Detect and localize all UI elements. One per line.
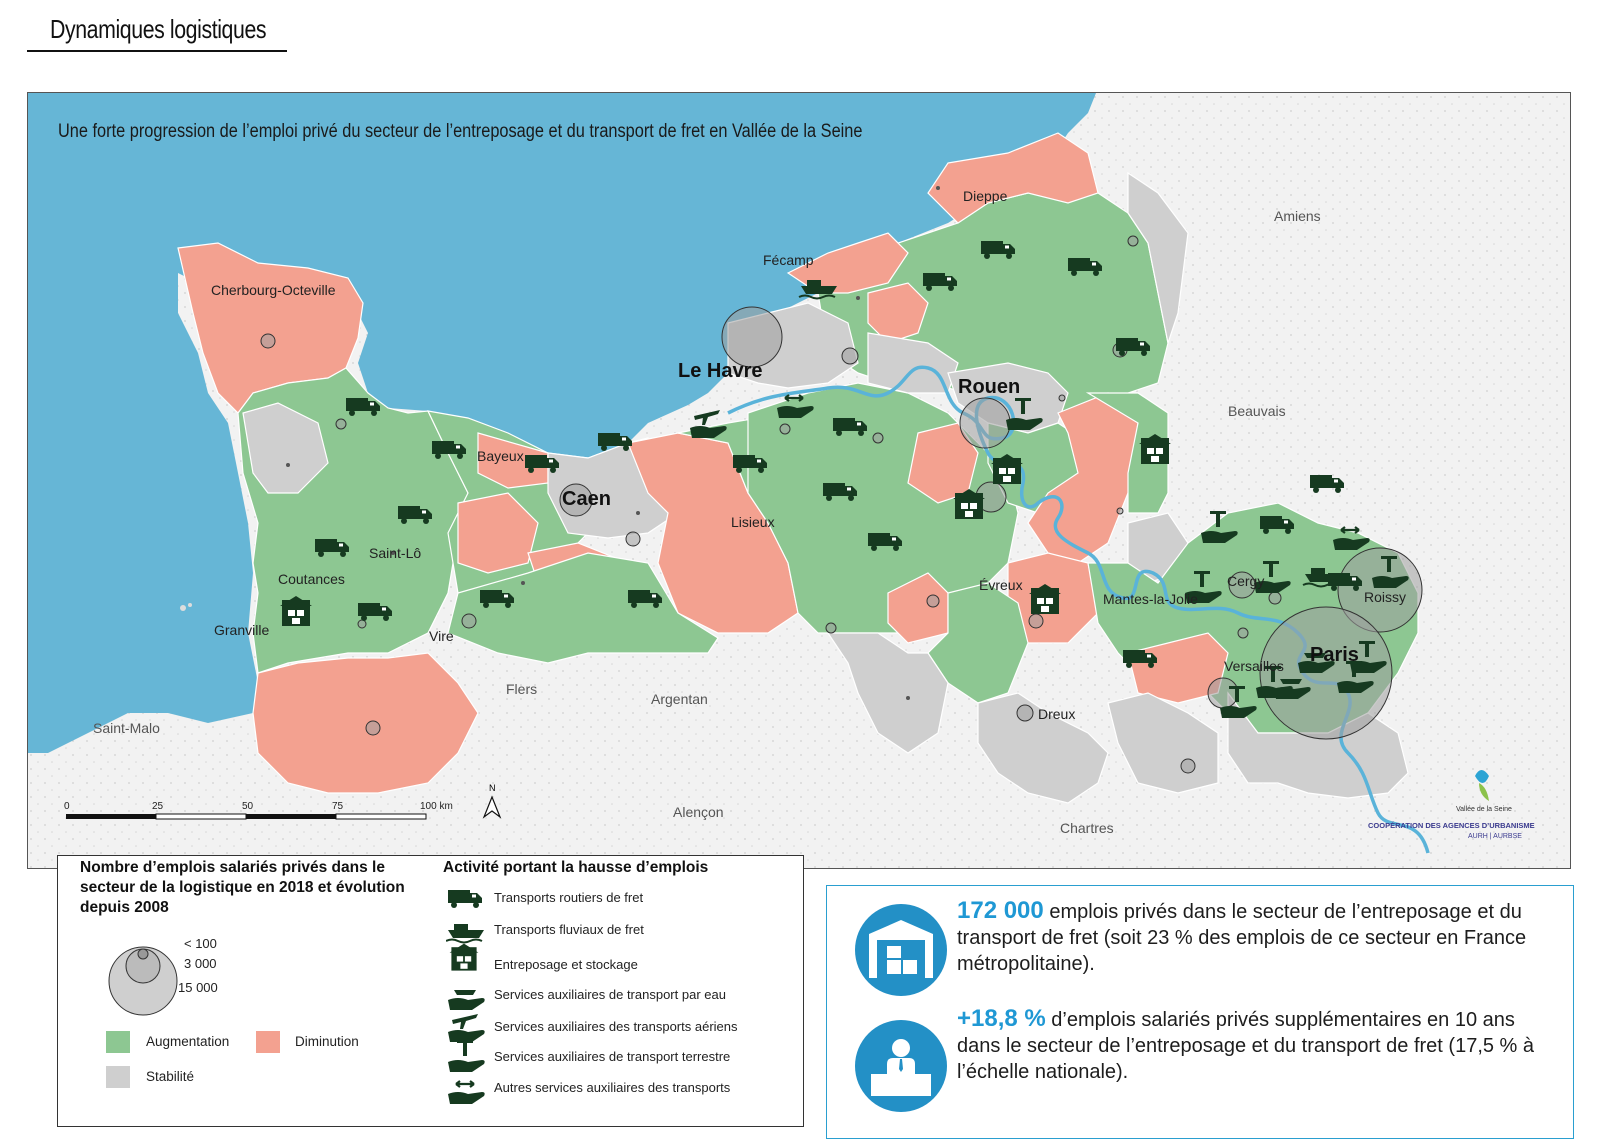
stat-total-text: emplois privés dans le secteur de l’entr… [957,901,1527,975]
city-label: Argentan [651,691,708,707]
warehouse-icon [855,904,947,996]
activity-label: Autres services auxiliaires des transpor… [494,1080,731,1095]
scale-tick: 25 [152,801,164,812]
title-underline [27,50,287,52]
stat-total-jobs: 172 000 emplois privés dans le secteur d… [957,898,1547,977]
city-label: Dreux [1038,706,1075,722]
city-label: Paris [1310,644,1359,666]
city-label: Cergy [1227,573,1264,589]
logo: Vallée de la Seine COOPÉRATION DES AGENC… [1368,770,1535,840]
city-label: Rouen [958,376,1020,398]
legend-stable: Stabilité [146,1069,195,1084]
city-label: Caen [562,488,611,510]
barge-icon [446,923,485,944]
city-label: Vire [429,628,454,644]
legend-activity-title: Activité portant la hausse d’emplois [443,859,709,876]
air-services-icon [448,1014,485,1042]
city-label: Mantes-la-Jolie [1103,591,1198,607]
stable-swatch [106,1066,130,1088]
city-label: Saint-Malo [93,720,160,736]
city-label: Évreux [979,577,1023,593]
svg-text:COOPÉRATION DES AGENCES D’URBA: COOPÉRATION DES AGENCES D’URBANISME [1368,821,1535,830]
city-label: Fécamp [763,252,814,268]
map-canvas[interactable]: Dieppe Fécamp Cherbourg-Octeville Le Hav… [28,93,1570,868]
water-services-icon [448,990,485,1010]
size-label: < 100 [184,936,217,951]
increase-swatch [106,1031,130,1053]
scale-tick: 50 [242,801,254,812]
proportional-circles [260,235,1423,774]
city-label: Amiens [1274,208,1321,224]
small-dots [286,186,940,700]
scale-bar: 0 25 50 75 100 km [64,801,453,820]
scale-tick: 0 [64,801,70,812]
size-label: 3 000 [184,956,217,971]
truck-icon [448,890,482,908]
size-legend-circles [108,946,178,1016]
city-label: Flers [506,681,537,697]
size-label: 15 000 [178,980,218,995]
city-label: Cherbourg-Octeville [211,282,336,298]
map-frame[interactable]: Dieppe Fécamp Cherbourg-Octeville Le Hav… [27,92,1571,869]
activity-label: Services auxiliaires de transport terres… [494,1049,731,1064]
svg-text:Vallée de la Seine: Vallée de la Seine [1456,806,1512,813]
decrease-swatch [256,1031,280,1053]
legend-increase: Augmentation [146,1034,230,1049]
city-label: Saint-Lô [369,545,421,561]
activity-label: Services auxiliaires des transports aéri… [494,1019,738,1034]
city-label: Dieppe [963,188,1008,204]
legend-decrease: Diminution [295,1034,359,1049]
svg-text:N: N [489,783,496,793]
city-label: Roissy [1364,589,1406,605]
activity-label: Entreposage et stockage [494,957,638,972]
page-title: Dynamiques logistiques [50,14,267,44]
activity-label: Services auxiliaires de transport par ea… [494,987,726,1002]
other-services-icon [448,1081,485,1104]
city-label: Bayeux [477,448,524,464]
svg-text:AURH | AURBSE: AURH | AURBSE [1468,833,1522,840]
land-services-icon [448,1040,485,1072]
stat-growth-value: +18,8 % [957,1005,1046,1032]
scale-tick: 75 [332,801,344,812]
stat-growth-text: d’emplois salariés privés supplémentaire… [957,1009,1535,1083]
scale-tick: 100 km [420,801,453,812]
city-label: Le Havre [678,360,763,382]
activity-legend-icons [446,890,488,1116]
city-label: Granville [214,622,269,638]
warehouse-icon [449,943,479,971]
city-label: Lisieux [731,514,775,530]
city-labels: Dieppe Fécamp Cherbourg-Octeville Le Hav… [93,188,1406,836]
city-label: Beauvais [1228,403,1286,419]
city-label: Chartres [1060,820,1114,836]
activity-label: Transports fluviaux de fret [494,922,644,937]
worker-icon [855,1020,947,1112]
zones [177,132,1419,804]
legend-size-title: Nombre d’emplois salariés privés dans le… [80,859,405,916]
map-subtitle: Une forte progression de l’emploi privé … [58,121,863,142]
key-figures-panel: 172 000 emplois privés dans le secteur d… [826,885,1574,1139]
legend-panel: Nombre d’emplois salariés privés dans le… [57,855,804,1127]
stat-growth: +18,8 % d’emplois salariés privés supplé… [957,1006,1557,1085]
north-arrow-icon: N [482,783,502,819]
city-label: Versailles [1224,658,1284,674]
city-label: Alençon [673,804,724,820]
stat-total-value: 172 000 [957,897,1044,924]
activity-label: Transports routiers de fret [494,890,644,905]
city-label: Coutances [278,571,345,587]
